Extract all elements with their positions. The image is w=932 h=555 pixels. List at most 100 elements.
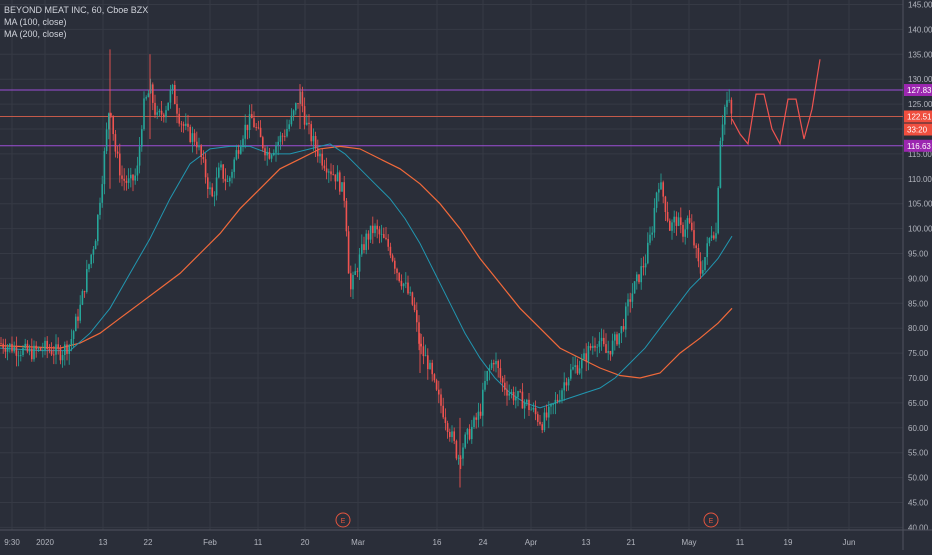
- candle-body: [198, 145, 200, 148]
- price-axis-label: 50.00: [908, 474, 929, 483]
- candle-body: [578, 368, 581, 374]
- candle-body: [697, 248, 700, 262]
- candle-body: [605, 344, 607, 353]
- candle-body: [622, 326, 625, 330]
- candle-body: [616, 334, 618, 345]
- candle-body: [224, 178, 227, 182]
- candle-body: [413, 304, 416, 311]
- candle-body: [453, 431, 455, 441]
- earnings-marker-icon[interactable]: [335, 512, 351, 528]
- time-axis-label: Jun: [843, 538, 856, 547]
- candle-body: [567, 378, 570, 386]
- candle-body: [506, 389, 508, 396]
- candle-body: [515, 397, 517, 401]
- candle-body: [526, 399, 528, 403]
- candle-body: [446, 423, 449, 432]
- candle-body: [22, 348, 24, 355]
- candle-body: [702, 270, 704, 274]
- candle-body: [710, 235, 713, 238]
- candle-body: [240, 146, 242, 154]
- candle-body: [273, 152, 275, 156]
- price-tag-label: 122.51: [907, 113, 932, 122]
- candle-body: [200, 145, 202, 157]
- candle-body: [114, 134, 117, 152]
- candle-body: [574, 365, 576, 367]
- candle-body: [398, 272, 400, 281]
- candle-body: [497, 361, 499, 369]
- price-tag[interactable]: [904, 139, 932, 152]
- candle-body: [231, 171, 233, 178]
- candle-body: [405, 282, 407, 284]
- candle-body: [165, 110, 167, 118]
- candle-body: [237, 150, 240, 154]
- candle-body: [598, 341, 601, 347]
- candle-body: [490, 362, 493, 369]
- candle-body: [244, 124, 246, 139]
- candle-body: [706, 243, 708, 258]
- time-axis-label: 9:30: [4, 538, 20, 547]
- earnings-marker-icon[interactable]: [703, 512, 719, 528]
- candle-body: [660, 182, 662, 190]
- candle-body: [187, 123, 189, 127]
- price-tag-label: 116.63: [907, 142, 931, 151]
- price-axis-label: 95.00: [908, 250, 929, 259]
- candle-body: [167, 102, 169, 111]
- candle-body: [215, 177, 218, 196]
- candle-body: [479, 411, 482, 416]
- candle-body: [444, 417, 447, 423]
- candle-body: [563, 382, 565, 391]
- earnings-marker-label: E: [341, 518, 346, 525]
- candle-body: [603, 337, 605, 345]
- candle-body: [666, 212, 669, 221]
- candle-body: [457, 457, 460, 459]
- candle-body: [501, 377, 504, 383]
- candle-body: [389, 246, 392, 256]
- candle-body: [143, 98, 145, 130]
- candle-body: [132, 174, 134, 181]
- candle-body: [266, 151, 268, 156]
- candle-body: [539, 421, 541, 425]
- candle-body: [306, 122, 308, 125]
- candle-body: [314, 136, 317, 149]
- candle-body: [2, 343, 4, 349]
- candle-body: [204, 159, 207, 178]
- earnings-marker-label: E: [709, 518, 714, 525]
- candle-body: [673, 216, 675, 223]
- candle-body: [105, 129, 108, 152]
- candle-body: [44, 340, 46, 351]
- symbol-title: BEYOND MEAT INC, 60, Cboe BZX: [4, 5, 149, 15]
- candle-body: [275, 145, 277, 153]
- candle-body: [374, 225, 376, 234]
- candle-body: [537, 414, 539, 422]
- candle-body: [259, 127, 262, 138]
- candle-body: [233, 159, 235, 172]
- candle-body: [31, 348, 33, 360]
- ma100-line: [0, 143, 733, 409]
- candle-body: [620, 326, 623, 334]
- candle-body: [435, 380, 438, 390]
- candle-body: [600, 337, 603, 342]
- candle-body: [519, 391, 521, 392]
- candle-body: [46, 340, 48, 349]
- candle-body: [572, 367, 574, 370]
- candle-body: [101, 184, 103, 203]
- candle-body: [343, 182, 345, 201]
- price-tag[interactable]: [904, 110, 932, 123]
- price-axis-label: 135.00: [908, 50, 932, 59]
- candle-body: [182, 124, 185, 126]
- candle-body: [394, 260, 396, 269]
- candle-body: [246, 124, 249, 131]
- candle-body: [9, 343, 11, 348]
- candle-body: [345, 200, 348, 232]
- candle-body: [83, 291, 86, 293]
- candle-body: [383, 234, 385, 238]
- candle-body: [112, 115, 114, 135]
- price-tag[interactable]: [904, 84, 932, 97]
- price-tag[interactable]: [904, 123, 932, 136]
- candle-body: [264, 148, 266, 156]
- candle-body: [431, 362, 433, 375]
- candle-body: [251, 114, 253, 119]
- candle-body: [79, 304, 81, 321]
